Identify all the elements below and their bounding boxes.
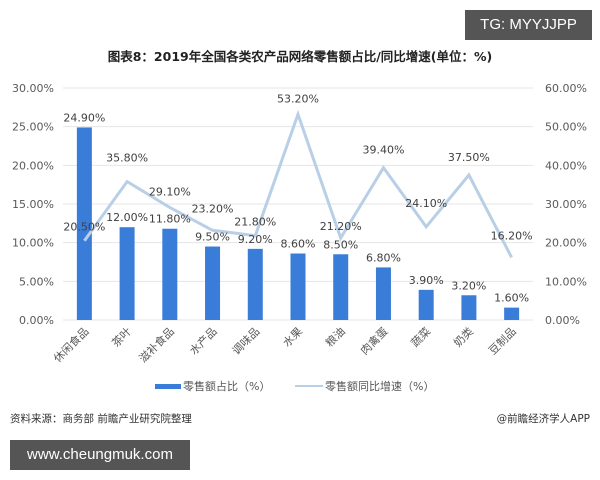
line-value-label: 35.80%	[106, 152, 148, 165]
line-value-label: 29.10%	[149, 185, 191, 198]
line-value-label: 24.10%	[405, 197, 447, 210]
category-label: 豆制品	[486, 325, 519, 358]
line-value-label: 39.40%	[362, 144, 404, 157]
bar-value-label: 11.80%	[149, 213, 191, 226]
bar-value-label: 8.50%	[323, 238, 358, 251]
line-value-label: 21.80%	[234, 216, 276, 229]
category-label: 休闲食品	[50, 324, 91, 365]
bar-value-label: 6.80%	[366, 251, 401, 264]
bar	[76, 127, 92, 320]
bar-value-label: 1.60%	[494, 292, 529, 305]
data-labels: 24.90% 12.00% 11.80% 9.50% 9.20% 8.60% 8.50% 6.…	[63, 92, 532, 304]
legend-item-growth: 零售额同比增速（%）	[295, 378, 434, 394]
line-value-label: 23.20%	[192, 202, 234, 215]
bar-series	[76, 127, 520, 320]
bar	[205, 246, 221, 320]
line-value-label: 20.50%	[63, 221, 105, 234]
right-tick-label: 0.00%	[545, 314, 580, 327]
bar-value-label: 9.20%	[238, 233, 273, 246]
category-label: 水产品	[186, 324, 219, 357]
legend-bar-swatch-icon	[155, 383, 181, 389]
bar	[247, 248, 263, 320]
left-tick-label: 20.00%	[12, 159, 54, 172]
line-value-label: 53.20%	[277, 92, 319, 105]
bar-value-label: 24.90%	[63, 111, 105, 124]
left-tick-label: 30.00%	[12, 82, 54, 95]
bar	[162, 228, 178, 320]
bar	[504, 307, 520, 320]
bar	[290, 253, 306, 320]
chart-title: 图表8：2019年全国各类农产品网络零售额占比/同比增速(单位：%)	[107, 49, 493, 64]
bar	[333, 254, 349, 320]
category-label: 茶叶	[109, 325, 134, 350]
bar	[119, 227, 135, 320]
left-tick-label: 0.00%	[19, 314, 54, 327]
tg-badge: TG: MYYJJPP	[465, 10, 592, 40]
bar	[375, 267, 391, 320]
left-axis: 0.00% 5.00% 10.00% 15.00% 20.00% 25.00% 30.00%	[12, 82, 54, 327]
bar-value-label: 9.50%	[195, 231, 230, 244]
right-tick-label: 60.00%	[545, 82, 587, 95]
line-series	[83, 109, 513, 259]
line-value-label: 21.20%	[320, 220, 362, 233]
bar	[418, 289, 434, 320]
bar-value-label: 3.90%	[409, 274, 444, 287]
bar-value-label: 3.20%	[451, 279, 486, 292]
legend-line-swatch-icon	[295, 385, 323, 387]
line-value-label: 37.50%	[448, 151, 490, 164]
bar-value-label: 12.00%	[106, 211, 148, 224]
legend-label-share: 零售额占比（%）	[183, 380, 271, 393]
site-badge: www.cheungmuk.com	[10, 440, 190, 470]
category-label: 滋补食品	[136, 324, 177, 365]
line-value-label: 16.20%	[491, 229, 533, 242]
left-tick-label: 25.00%	[12, 121, 54, 134]
bar-value-label: 8.60%	[281, 237, 316, 250]
category-label: 肉禽蛋	[357, 324, 390, 357]
left-tick-label: 15.00%	[12, 198, 54, 211]
category-label: 奶类	[451, 324, 476, 349]
category-label: 调味品	[230, 325, 263, 358]
category-axis: 休闲食品 茶叶 滋补食品 水产品 调味品 水果 粮油 肉禽蛋 蔬菜 奶类 豆制品	[50, 324, 518, 365]
right-tick-label: 50.00%	[545, 121, 587, 134]
category-label: 水果	[280, 325, 305, 350]
right-tick-label: 40.00%	[545, 159, 587, 172]
legend-item-share: 零售额占比（%）	[155, 378, 270, 394]
bar	[461, 295, 477, 320]
left-tick-label: 5.00%	[19, 275, 54, 288]
legend: 零售额占比（%） 零售额同比增速（%）	[150, 378, 450, 396]
legend-label-growth: 零售额同比增速（%）	[325, 380, 435, 393]
right-tick-label: 30.00%	[545, 198, 587, 211]
left-tick-label: 10.00%	[12, 237, 54, 250]
right-axis: 0.00% 10.00% 20.00% 30.00% 40.00% 50.00% 60.00…	[545, 82, 587, 327]
gridlines	[63, 87, 533, 321]
category-label: 粮油	[322, 324, 347, 349]
growth-line	[83, 109, 513, 259]
right-tick-label: 20.00%	[545, 237, 587, 250]
category-label: 蔬菜	[409, 325, 434, 350]
right-tick-label: 10.00%	[545, 275, 587, 288]
credit-note: @前瞻经济学人APP	[496, 413, 590, 425]
source-note: 资料来源：商务部 前瞻产业研究院整理	[10, 413, 192, 425]
